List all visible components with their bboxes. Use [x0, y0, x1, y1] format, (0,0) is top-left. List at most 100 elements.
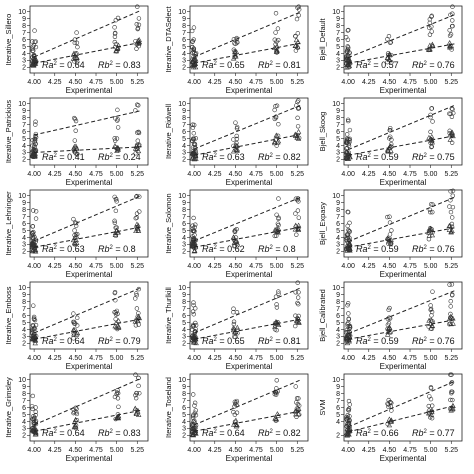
y-tick-label: 2: [182, 157, 186, 164]
data-point-circle: [193, 412, 199, 418]
data-point-triangle: [73, 143, 79, 149]
data-point-circle: [115, 125, 121, 130]
data-point-circle: [133, 372, 138, 377]
y-axis-title: Iterative_Lehninger: [4, 191, 13, 256]
data-point-circle: [192, 141, 198, 147]
data-point-circle: [115, 117, 120, 122]
y-tick-label: 2: [182, 65, 186, 72]
data-point-circle: [30, 39, 35, 44]
r-squared-b-label: Rb2 = 0.8: [98, 244, 136, 254]
data-point-circle: [293, 323, 298, 329]
data-point-triangle: [190, 61, 196, 67]
r-squared-b-label: Rb2 = 0.81: [258, 336, 301, 346]
data-point-circle: [136, 310, 141, 316]
y-tick-label: 8: [336, 23, 340, 30]
y-tick-label: 3: [182, 334, 186, 341]
data-point-circle: [31, 208, 36, 213]
data-point-circle: [232, 228, 238, 233]
data-point-circle: [72, 321, 77, 326]
data-point-circle: [449, 215, 455, 220]
y-tick-label: 4: [182, 235, 186, 242]
data-point-circle: [345, 303, 350, 308]
y-tick-label: 7: [336, 214, 340, 221]
x-axis-title: Experimental: [66, 178, 113, 187]
data-point-circle: [295, 5, 300, 10]
regression-line-b: [34, 318, 142, 340]
x-tick-label: 5.00: [270, 79, 284, 86]
data-point-triangle: [428, 325, 434, 331]
data-point-circle: [231, 321, 237, 327]
data-point-circle: [430, 209, 435, 215]
data-point-circle: [193, 222, 198, 227]
data-point-circle: [233, 41, 238, 47]
data-point-triangle: [386, 51, 393, 57]
y-tick-label: 9: [22, 16, 26, 23]
data-point-triangle: [272, 323, 278, 329]
data-point-triangle: [428, 317, 435, 323]
y-tick-label: 9: [182, 16, 186, 23]
data-point-triangle: [428, 412, 435, 418]
x-tick-label: 4.75: [89, 171, 103, 178]
y-tick-label: 5: [182, 320, 186, 327]
data-point-circle: [134, 291, 139, 296]
y-axis-title: Iterative_Grimsley: [4, 377, 13, 438]
data-point-circle: [296, 290, 301, 295]
x-tick-label: 4.00: [27, 263, 41, 270]
data-point-circle: [345, 117, 351, 122]
y-tick-label: 6: [182, 221, 186, 228]
x-tick-label: 4.25: [48, 263, 62, 270]
data-point-triangle: [450, 403, 456, 408]
data-point-triangle: [271, 140, 278, 146]
data-point-circle: [345, 28, 351, 33]
data-point-circle: [134, 293, 139, 298]
x-tick-label: 5.00: [424, 447, 438, 454]
data-point-triangle: [386, 416, 393, 422]
x-tick-label: 5.00: [270, 447, 284, 454]
data-point-circle: [112, 218, 117, 224]
y-axis-title: Bjell_Skoog: [318, 112, 327, 152]
data-point-circle: [112, 194, 117, 200]
data-point-triangle: [272, 226, 278, 232]
x-tick-label: 4.75: [403, 79, 417, 86]
data-point-triangle: [113, 227, 120, 233]
x-tick-label: 4.75: [89, 263, 103, 270]
data-point-circle: [386, 307, 391, 313]
data-point-triangle: [74, 55, 80, 61]
x-axis-title: Experimental: [66, 362, 113, 371]
data-point-circle: [296, 313, 301, 319]
y-tick-label: 7: [22, 214, 26, 221]
y-axis-title: Iterative_Thurlkill: [164, 287, 173, 344]
y-tick-label: 5: [22, 44, 26, 51]
r-squared-a-label: Ra2 = 0.64: [202, 428, 245, 438]
x-tick-label: 5.25: [290, 79, 304, 86]
data-point-circle: [115, 15, 121, 21]
data-point-triangle: [234, 240, 240, 246]
data-point-circle: [428, 129, 433, 134]
data-point-circle: [345, 415, 351, 421]
x-tick-label: 4.25: [362, 171, 376, 178]
regression-line-a: [347, 196, 456, 243]
data-point-circle: [71, 216, 76, 222]
y-tick-label: 7: [22, 122, 26, 129]
regression-line-b: [34, 409, 142, 432]
data-point-circle: [136, 103, 141, 108]
data-point-circle: [273, 11, 279, 16]
data-point-circle: [31, 229, 36, 235]
data-point-circle: [274, 39, 279, 44]
x-axis-title: Experimental: [226, 454, 273, 463]
y-tick-label: 10: [332, 101, 340, 108]
x-axis-title: Experimental: [226, 362, 273, 371]
x-tick-label: 5.00: [424, 263, 438, 270]
y-tick-label: 9: [182, 292, 186, 299]
data-point-triangle: [446, 40, 453, 45]
x-tick-label: 4.00: [27, 171, 41, 178]
y-tick-label: 10: [18, 101, 26, 108]
data-point-circle: [74, 411, 80, 417]
x-tick-label: 4.25: [48, 447, 62, 454]
data-point-triangle: [447, 43, 453, 49]
data-point-circle: [429, 29, 434, 34]
data-point-circle: [134, 306, 140, 311]
y-tick-label: 9: [336, 384, 340, 391]
r-squared-a-label: Ra2 = 0.64: [42, 60, 85, 70]
